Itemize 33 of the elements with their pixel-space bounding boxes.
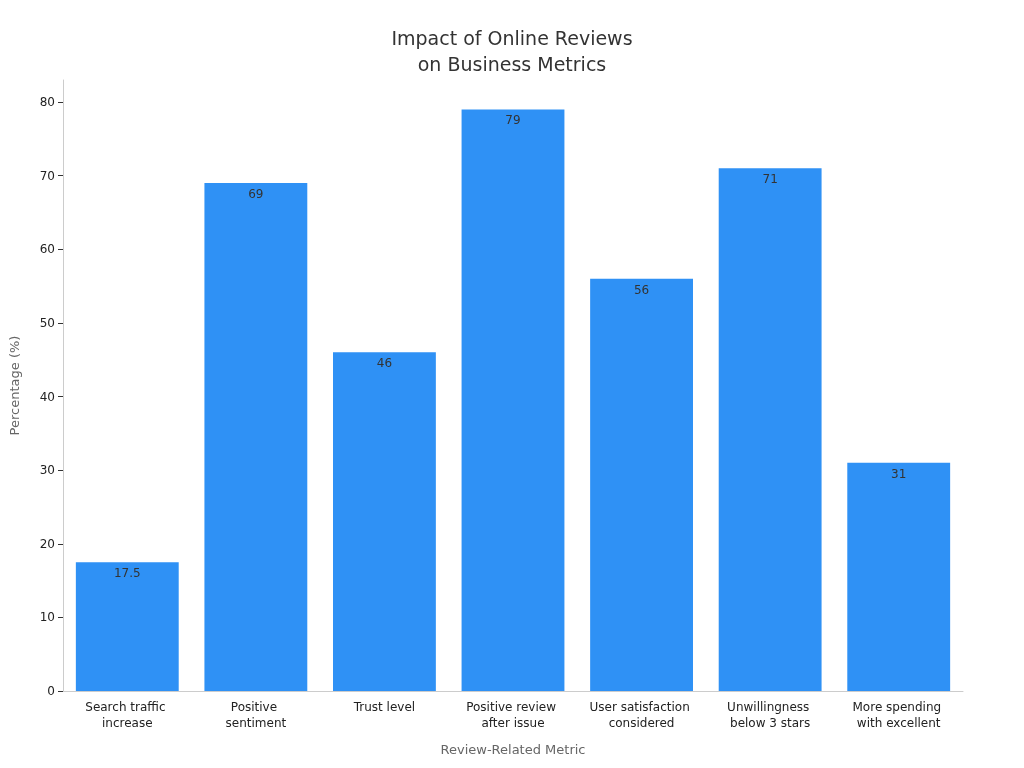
- x-tick-label: Positive sentiment: [225, 700, 287, 730]
- bar: [718, 168, 822, 691]
- bar: [461, 109, 565, 691]
- data-label: 69: [248, 187, 264, 202]
- x-tick-label: Search traffic increase: [85, 700, 170, 730]
- bar: [204, 183, 308, 691]
- y-tick-label: 70: [39, 168, 55, 183]
- x-tick-label: Trust level: [352, 700, 416, 714]
- y-tick-label: 60: [39, 242, 55, 257]
- y-tick-label: 40: [39, 389, 55, 404]
- y-tick-label: 0: [47, 684, 55, 698]
- data-label: 56: [633, 282, 650, 297]
- x-tick-label: User satisfaction considered: [589, 700, 694, 730]
- y-tick-label: 20: [39, 536, 55, 551]
- y-tick-label: 80: [39, 95, 55, 110]
- x-tick-label: Positive review after issue: [466, 700, 560, 730]
- y-tick-label: 50: [39, 315, 55, 330]
- y-axis-title: Percentage (%): [7, 335, 22, 436]
- y-tick-label: 30: [39, 463, 55, 478]
- data-label: 71: [762, 172, 778, 187]
- data-label: 79: [505, 113, 521, 128]
- x-tick-label: More spending with excellent: [852, 700, 945, 730]
- bar: [75, 562, 179, 691]
- data-label: 17.5: [113, 566, 141, 581]
- x-tick-label: Unwillingness below 3 stars: [727, 700, 814, 730]
- data-label: 31: [891, 466, 907, 481]
- chart-title: Impact of Online Reviews on Business Metrics: [391, 27, 633, 75]
- bar: [333, 352, 436, 691]
- data-label: 46: [376, 356, 393, 371]
- y-tick-label: 10: [39, 610, 55, 625]
- x-axis-title: Review-Related Metric: [440, 742, 586, 757]
- bar: [590, 278, 693, 691]
- bar: [847, 462, 951, 691]
